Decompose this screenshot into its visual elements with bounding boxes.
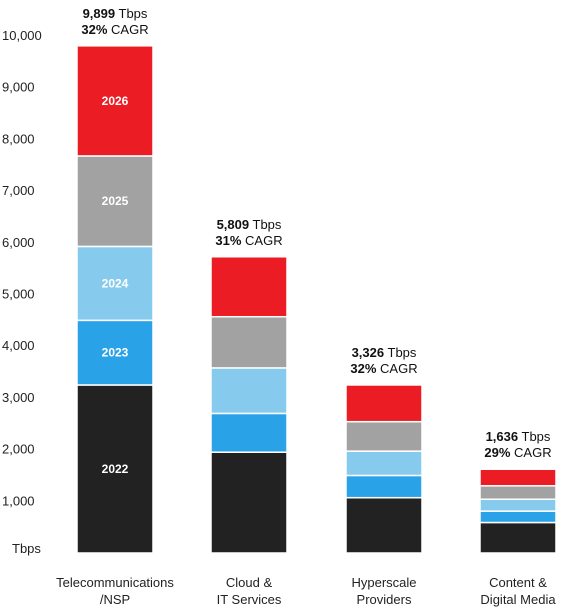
bar-segment-2022: [479, 521, 557, 554]
bar-total-label: 5,809 Tbps: [217, 217, 282, 232]
bar-segment-2026: [210, 256, 288, 318]
bar-total-label: 3,326 Tbps: [352, 345, 417, 360]
y-axis-unit-label: Tbps: [12, 541, 41, 556]
category-label: Providers: [357, 592, 412, 607]
category-label: Cloud &: [226, 575, 273, 590]
bar-segment-2025: [345, 420, 423, 452]
bar-segment-2024: [345, 450, 423, 477]
y-tick-label: 6,000: [2, 235, 35, 250]
bar-cagr-label: 29% CAGR: [484, 445, 551, 460]
category-label: Telecommunications: [56, 575, 174, 590]
bar-total-label: 1,636 Tbps: [486, 429, 551, 444]
bar-segment-2024: [210, 367, 288, 415]
bar-year-label: 2024: [102, 276, 129, 290]
bar-segment-2022: [76, 384, 154, 554]
bar-segment-2026: [479, 468, 557, 487]
category-label: IT Services: [217, 592, 282, 607]
bar-segment-2025: [479, 485, 557, 500]
y-tick-label: 3,000: [2, 390, 35, 405]
y-tick-label: 10,000: [2, 28, 42, 43]
bar-cagr-label: 31% CAGR: [215, 233, 282, 248]
bar-year-label: 2023: [102, 346, 129, 360]
bar-segment-2023: [479, 510, 557, 524]
bar-year-label: 2026: [102, 94, 129, 108]
category-label: /NSP: [100, 592, 130, 607]
bar-segment-2023: [345, 474, 423, 499]
y-tick-label: 5,000: [2, 287, 35, 302]
y-tick-label: 2,000: [2, 442, 35, 457]
bar-year-label: 2022: [102, 462, 129, 476]
bar-segment-2022: [210, 451, 288, 554]
bar-total-label: 9,899 Tbps: [83, 6, 148, 21]
bar-segment-2026: [76, 45, 154, 157]
y-tick-label: 7,000: [2, 183, 35, 198]
bar-segment-2025: [76, 155, 154, 248]
bar-segment-2025: [210, 315, 288, 369]
bar-segment-2023: [210, 412, 288, 453]
bar-cagr-label: 32% CAGR: [81, 22, 148, 37]
bar-segment-2023: [76, 319, 154, 386]
y-tick-label: 1,000: [2, 493, 35, 508]
y-tick-label: 9,000: [2, 80, 35, 95]
bar-segment-2024: [479, 498, 557, 512]
category-label: Digital Media: [480, 592, 556, 607]
bar-cagr-label: 32% CAGR: [350, 361, 417, 376]
y-tick-label: 8,000: [2, 131, 35, 146]
bar-segment-2022: [345, 496, 423, 554]
category-label: Hyperscale: [351, 575, 416, 590]
bar-year-label: 2025: [102, 194, 129, 208]
bar-segment-2026: [345, 384, 423, 423]
category-label: Content &: [489, 575, 547, 590]
y-tick-label: 4,000: [2, 338, 35, 353]
